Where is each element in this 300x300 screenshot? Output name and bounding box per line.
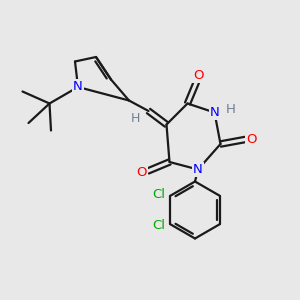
Text: O: O: [247, 133, 257, 146]
Text: N: N: [210, 106, 219, 119]
Text: H: H: [226, 103, 236, 116]
Text: O: O: [193, 69, 203, 82]
Text: N: N: [193, 163, 203, 176]
Text: O: O: [136, 166, 147, 179]
Text: H: H: [131, 112, 141, 125]
Text: N: N: [73, 80, 83, 94]
Text: Cl: Cl: [152, 188, 165, 201]
Text: Cl: Cl: [152, 219, 165, 232]
